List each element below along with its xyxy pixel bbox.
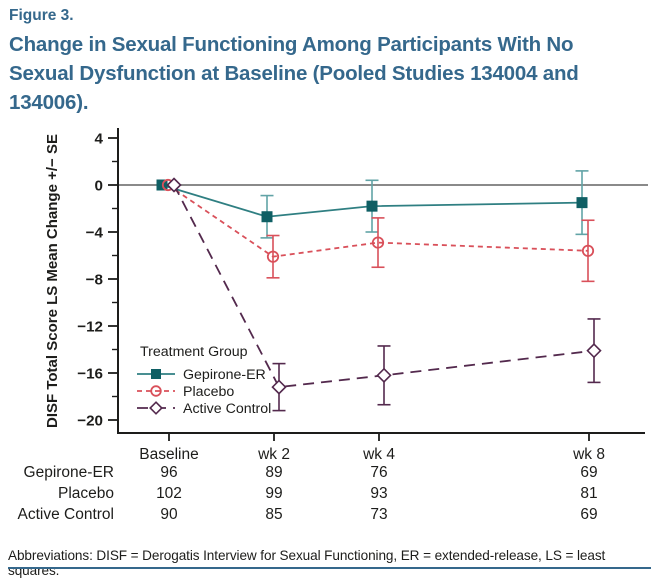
series-line — [173, 184, 595, 389]
series-line — [161, 184, 583, 218]
x-tick-label: wk 4 — [362, 446, 395, 463]
legend-label: Gepirone-ER — [183, 367, 266, 383]
y-tick-label: −4 — [86, 225, 104, 242]
table-cell: 69 — [580, 464, 598, 481]
table-cell: 93 — [370, 485, 388, 502]
legend-label: Active Control — [183, 401, 271, 417]
marker-diamond — [149, 401, 163, 415]
marker-circle — [371, 236, 385, 249]
table-row-label: Active Control — [17, 506, 114, 523]
table-cell: 99 — [265, 485, 283, 502]
legend-label: Placebo — [183, 384, 234, 400]
legend: Treatment Group Gepirone-ERPlaceboActive … — [137, 344, 271, 417]
table-row-label: Gepirone-ER — [23, 464, 114, 481]
footer-divider — [8, 567, 651, 569]
x-tick-label: wk 8 — [572, 446, 605, 463]
error-bar — [581, 219, 595, 283]
table-cell: 69 — [580, 506, 598, 523]
y-axis: 4 0 −4 −8 −12 −16 −20 DISF Total Score LS Mean … — [44, 128, 119, 434]
series-line — [167, 184, 589, 258]
marker-diamond — [271, 379, 287, 395]
marker-diamond — [586, 343, 602, 359]
y-tick-label: −16 — [77, 366, 103, 383]
marker-square — [366, 200, 378, 212]
table-cell: 102 — [156, 485, 182, 502]
error-bar — [266, 234, 280, 279]
y-tick-label: −20 — [77, 413, 103, 430]
marker-circle — [581, 244, 595, 257]
figure-title: Change in Sexual Functioning Among Parti… — [9, 33, 579, 114]
x-tick-label: wk 2 — [257, 446, 290, 463]
marker-square — [151, 369, 161, 379]
table-cell: 90 — [160, 506, 178, 523]
y-tick-label: −8 — [86, 272, 103, 289]
legend-item-active-control: Active Control — [137, 401, 271, 417]
table-cell: 96 — [160, 464, 178, 481]
abbreviations-note: Abbreviations: DISF = Derogatis Intervie… — [8, 548, 606, 578]
legend-item-placebo: Placebo — [137, 384, 234, 400]
table-cell: 85 — [265, 506, 283, 523]
table-cell: 81 — [580, 485, 598, 502]
marker-circle — [266, 250, 280, 263]
y-tick-label: −12 — [77, 319, 103, 336]
error-bar — [371, 217, 385, 269]
x-axis: Baseline wk 2 wk 4 wk 8 — [117, 432, 645, 463]
figure-label: Figure 3. — [9, 7, 74, 24]
table-cell: 73 — [370, 506, 388, 523]
legend-title: Treatment Group — [140, 344, 248, 360]
series-gepirone-er — [156, 170, 589, 239]
y-tick-label: 0 — [95, 178, 103, 195]
y-axis-title: DISF Total Score LS Mean Change +/− SE — [44, 134, 61, 428]
table-row-label: Placebo — [57, 485, 114, 502]
marker-diamond — [376, 367, 392, 383]
marker-square — [576, 197, 588, 209]
table-cell: 89 — [265, 464, 283, 481]
legend-item-gepirone-er: Gepirone-ER — [137, 367, 266, 383]
series-placebo — [161, 178, 595, 283]
x-tick-label: Baseline — [139, 446, 198, 463]
marker-circle — [150, 385, 162, 397]
y-tick-label: 4 — [95, 131, 104, 148]
marker-diamond — [166, 177, 182, 193]
table-cell: 76 — [370, 464, 388, 481]
series-active-control — [166, 177, 602, 412]
marker-square — [261, 211, 273, 223]
